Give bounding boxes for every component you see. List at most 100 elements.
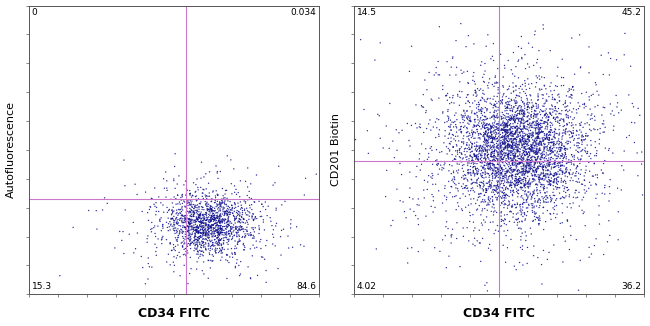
Point xyxy=(519,152,530,157)
Point xyxy=(566,175,577,181)
Point xyxy=(467,127,477,133)
Point xyxy=(510,117,521,122)
Point xyxy=(550,160,560,165)
Point xyxy=(478,164,488,170)
Point xyxy=(201,242,211,247)
Point xyxy=(201,210,211,215)
Point xyxy=(196,185,206,190)
Point xyxy=(237,210,248,215)
Point xyxy=(419,158,430,164)
Point xyxy=(507,192,517,197)
Point xyxy=(514,161,525,166)
Point xyxy=(469,123,479,128)
Point xyxy=(235,206,246,212)
Point xyxy=(533,134,543,140)
Point xyxy=(497,185,507,190)
Point xyxy=(169,263,179,268)
Point xyxy=(203,244,213,249)
Point xyxy=(449,181,460,186)
Point xyxy=(487,178,497,183)
Point xyxy=(219,205,229,211)
Point xyxy=(545,120,556,125)
Point xyxy=(488,199,498,204)
Point xyxy=(510,95,521,100)
Point xyxy=(201,171,211,176)
Point xyxy=(202,234,213,240)
Point xyxy=(195,215,205,221)
Point xyxy=(203,207,214,212)
Point xyxy=(174,231,185,236)
Point xyxy=(223,204,233,209)
Point xyxy=(220,209,231,214)
Point xyxy=(451,38,462,43)
Point xyxy=(486,136,496,141)
Point xyxy=(494,164,504,170)
Point xyxy=(452,94,463,99)
Point xyxy=(571,107,582,112)
Point xyxy=(181,213,192,218)
Point xyxy=(532,134,542,140)
Point xyxy=(522,102,532,107)
Point xyxy=(475,98,486,103)
Point xyxy=(159,176,169,181)
Point xyxy=(150,242,160,247)
Point xyxy=(445,141,456,147)
Point xyxy=(545,130,556,135)
Point xyxy=(514,119,524,124)
Point xyxy=(537,130,547,135)
Point xyxy=(170,244,181,249)
Point xyxy=(506,183,516,188)
Point xyxy=(526,105,537,110)
Point xyxy=(213,218,224,223)
Point xyxy=(215,203,226,209)
Point xyxy=(218,224,228,229)
Point xyxy=(508,169,519,174)
Point xyxy=(197,252,207,257)
Point xyxy=(511,109,521,114)
Point xyxy=(443,91,453,96)
Point xyxy=(194,236,205,241)
Point xyxy=(531,158,541,163)
Point xyxy=(481,188,491,193)
Point xyxy=(509,156,519,161)
Point xyxy=(523,110,533,115)
Point xyxy=(229,250,240,255)
Point xyxy=(514,104,524,110)
Point xyxy=(453,188,463,194)
Point xyxy=(457,89,467,94)
Point xyxy=(604,218,614,223)
Point xyxy=(552,178,562,183)
Point xyxy=(190,194,201,199)
Point xyxy=(519,140,529,145)
Point xyxy=(473,152,483,157)
Point xyxy=(185,191,195,196)
Point xyxy=(474,124,485,129)
Point xyxy=(469,123,480,128)
Point xyxy=(478,166,488,171)
Point xyxy=(234,219,244,224)
Point xyxy=(450,177,460,182)
Point xyxy=(542,143,552,149)
Point xyxy=(157,241,167,246)
Point xyxy=(217,245,228,250)
Point xyxy=(261,280,271,285)
Point xyxy=(544,137,554,142)
Point xyxy=(498,146,508,152)
Point xyxy=(203,217,213,223)
Point xyxy=(194,215,204,220)
Point xyxy=(472,238,482,244)
Point xyxy=(567,154,578,159)
Point xyxy=(567,93,577,98)
Point xyxy=(216,241,226,246)
Point xyxy=(186,207,196,212)
Point xyxy=(248,243,258,248)
Point xyxy=(519,155,529,160)
Point xyxy=(547,127,557,133)
Point xyxy=(179,182,189,187)
Point xyxy=(427,192,437,197)
Point xyxy=(203,227,213,232)
Point xyxy=(565,145,575,151)
Point xyxy=(551,108,561,113)
Point xyxy=(211,228,221,233)
Point xyxy=(546,149,556,154)
